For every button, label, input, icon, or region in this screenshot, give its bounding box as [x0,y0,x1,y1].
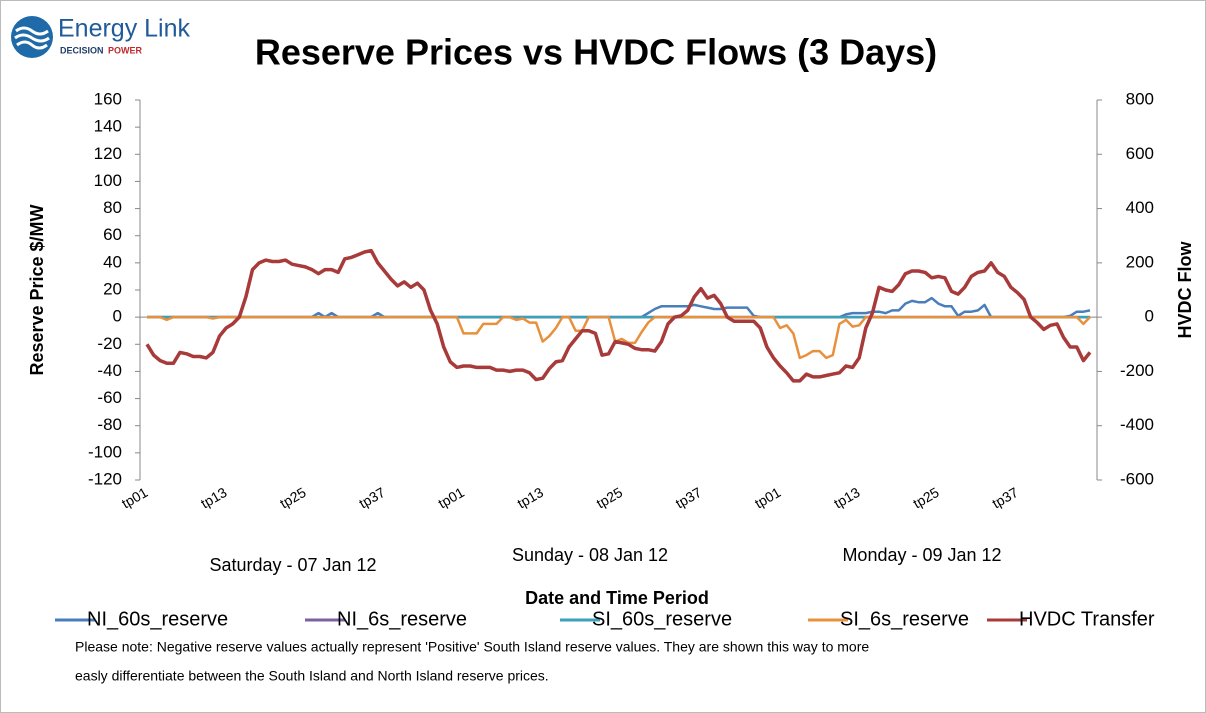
logo-waves [14,26,50,50]
y-tick-label: 20 [103,279,122,298]
logo: Energy Link DECISION POWER [11,15,191,58]
note: easly differentiate between the South Is… [75,668,549,684]
y-tick-label: 80 [103,198,122,217]
legend-label: SI_60s_reserve [592,608,732,630]
logo-tag: POWER [108,45,143,55]
y-tick-label: -120 [88,469,122,488]
series-line [145,248,1092,383]
y2-tick-label: 600 [1126,144,1154,163]
chart-title: Reserve Prices vs HVDC Flows (3 Days) [255,32,937,73]
y-tick-label: 120 [94,144,122,163]
y-tick-label: -40 [97,361,122,380]
legend-item: NI_60s_reserve [55,608,228,630]
series-line [147,315,1091,360]
y2-tick-label: -200 [1120,361,1154,380]
y-tick-label: 0 [113,307,122,326]
y-tick-label: 160 [94,89,122,108]
y-tick-label: -80 [97,415,122,434]
x-axis-label: Date and Time Period [525,588,709,608]
legend-label: HVDC Transfer [1019,608,1155,630]
y-axis-label: Reserve Price $/MW [27,204,47,375]
day-label: Sunday - 08 Jan 12 [512,545,668,565]
legend-label: NI_6s_reserve [337,608,467,630]
y-tick-label: 60 [103,225,122,244]
y2-tick-label: 0 [1145,307,1154,326]
legend-item: HVDC Transfer [987,608,1155,630]
legend-item: NI_6s_reserve [305,608,467,630]
y2-tick-label: -400 [1120,415,1154,434]
y-tick-label: 100 [94,171,122,190]
logo-tag: DECISION [60,45,104,55]
y2-tick-label: 400 [1126,198,1154,217]
y-tick-label: 140 [94,117,122,136]
y2-axis-label: HVDC Flow [1175,241,1195,339]
legend-item: SI_60s_reserve [560,608,732,630]
legend-item: SI_6s_reserve [808,608,969,630]
y2-tick-label: 800 [1126,89,1154,108]
y-tick-label: -60 [97,388,122,407]
day-label: Saturday - 07 Jan 12 [209,555,376,575]
y-tick-label: 40 [103,252,122,271]
y-tick-label: -100 [88,442,122,461]
logo-name: Energy Link [58,15,191,43]
legend-label: NI_60s_reserve [87,608,228,630]
legend-label: SI_6s_reserve [840,608,969,630]
note: Please note: Negative reserve values act… [75,639,869,655]
day-label: Monday - 09 Jan 12 [842,545,1001,565]
y2-tick-label: 200 [1126,252,1154,271]
y2-tick-label: -600 [1120,469,1154,488]
y-tick-label: -20 [97,334,122,353]
